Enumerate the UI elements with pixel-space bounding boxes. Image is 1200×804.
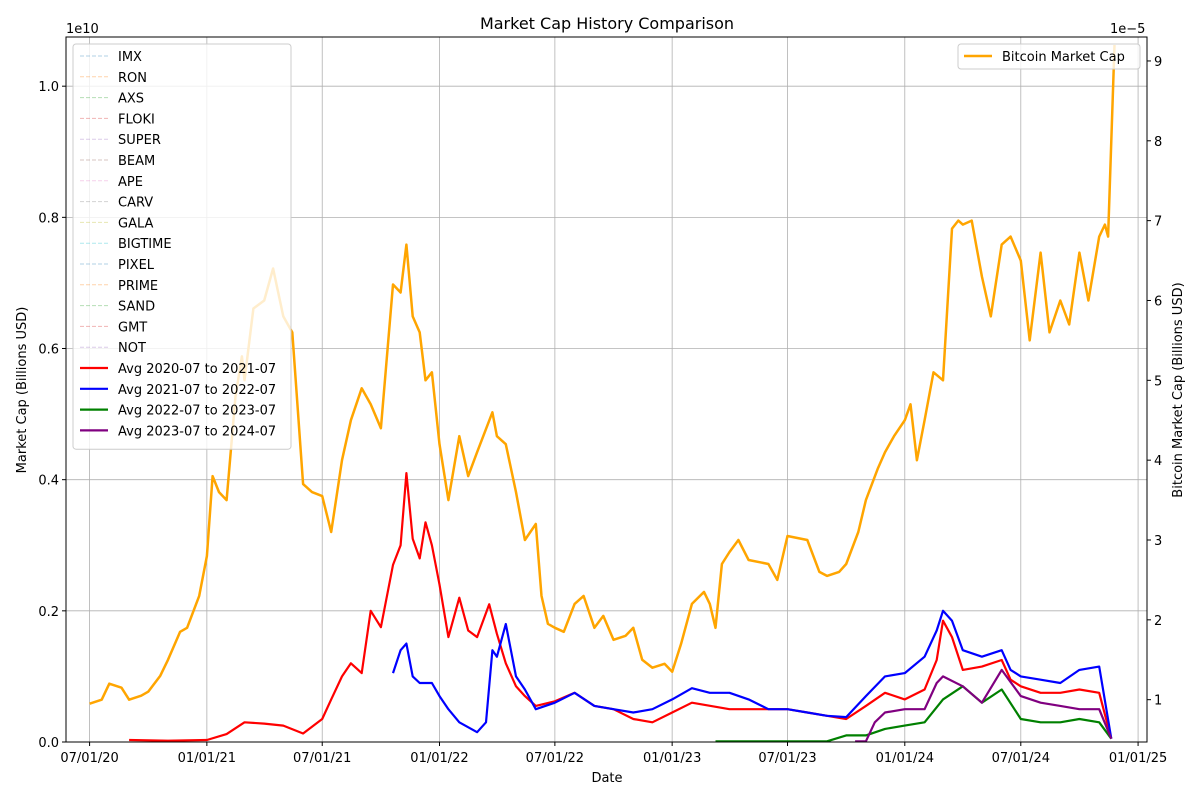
legend-label: SAND [118, 300, 155, 315]
y-axis-label-left: Market Cap (Billions USD) [15, 307, 30, 474]
legend-label: Avg 2022-07 to 2023-07 [118, 404, 276, 419]
legend-label: FLOKI [118, 112, 155, 127]
legend-label: Bitcoin Market Cap [1002, 50, 1125, 65]
y-tick-label-right: 2 [1154, 614, 1162, 629]
y-tick-label-right: 5 [1154, 374, 1162, 389]
y-offset-left: 1e10 [66, 22, 99, 37]
y-tick-label-left: 0.8 [38, 211, 59, 226]
y-tick-label-left: 0.0 [38, 736, 59, 751]
legend-box [72, 43, 292, 450]
y-tick-label-left: 1.0 [38, 80, 59, 95]
series-line [855, 668, 1113, 743]
y-tick-label-right: 3 [1154, 534, 1162, 549]
x-tick-label: 07/01/20 [60, 751, 118, 766]
y-tick-label-right: 4 [1154, 454, 1162, 469]
plot-frame [65, 36, 1148, 743]
legend-label: APE [118, 175, 143, 190]
series-line [391, 609, 1113, 739]
legend-label: Avg 2023-07 to 2024-07 [118, 424, 276, 439]
x-tick-label: 01/01/23 [643, 751, 701, 766]
legend-label: SUPER [118, 133, 161, 148]
legend-label: BIGTIME [118, 237, 172, 252]
legend-label: Avg 2021-07 to 2022-07 [118, 383, 276, 398]
x-tick-label: 07/01/24 [992, 751, 1050, 766]
y-tick-label-left: 0.2 [38, 605, 59, 620]
legend-bitcoin[interactable]: Bitcoin Market Cap [957, 43, 1141, 70]
y-axis-label-right: Bitcoin Market Cap (Billions USD) [1171, 282, 1186, 497]
x-tick-label: 01/01/24 [876, 751, 934, 766]
series-line [129, 472, 1113, 742]
y-tick-label-right: 6 [1154, 294, 1162, 309]
axis-ticks: 07/01/20 01/01/21 07/01/21 01/01/22 07/01/22… [38, 55, 1167, 766]
x-tick-label: 07/01/23 [758, 751, 816, 766]
y-tick-label-right: 8 [1154, 135, 1162, 150]
legend-label: PRIME [118, 279, 158, 294]
y-tick-label-left: 0.4 [38, 474, 59, 489]
y-tick-label-right: 7 [1154, 215, 1162, 230]
y-tick-label-left: 0.6 [38, 343, 59, 358]
legend-label: PIXEL [118, 258, 155, 273]
legend-label: GALA [118, 216, 154, 231]
legend-label: GMT [118, 320, 147, 335]
legend-label: Avg 2020-07 to 2021-07 [118, 362, 276, 377]
legend-label: NOT [118, 341, 146, 356]
legend-label: RON [118, 71, 147, 86]
legend-label: CARV [118, 196, 153, 211]
y-tick-label-right: 9 [1154, 55, 1162, 70]
y-offset-right: 1e−5 [1110, 22, 1145, 37]
x-tick-label: 01/01/22 [410, 751, 468, 766]
x-tick-label: 07/01/21 [293, 751, 351, 766]
legend-label: AXS [118, 92, 144, 107]
legend-label: IMX [118, 50, 142, 65]
legend-main[interactable]: IMX RON AXS FLOKI SUPER BEAM APE CARV GALA BIGTIM… [72, 43, 292, 450]
x-tick-label: 01/01/21 [178, 751, 236, 766]
chart-title: Market Cap History Comparison [480, 14, 734, 33]
y-tick-label-right: 1 [1154, 694, 1162, 709]
x-tick-label: 01/01/25 [1109, 751, 1167, 766]
x-axis-label: Date [591, 771, 622, 786]
legend-label: BEAM [118, 154, 155, 169]
legend-box [957, 43, 1141, 70]
x-tick-label: 07/01/22 [526, 751, 584, 766]
